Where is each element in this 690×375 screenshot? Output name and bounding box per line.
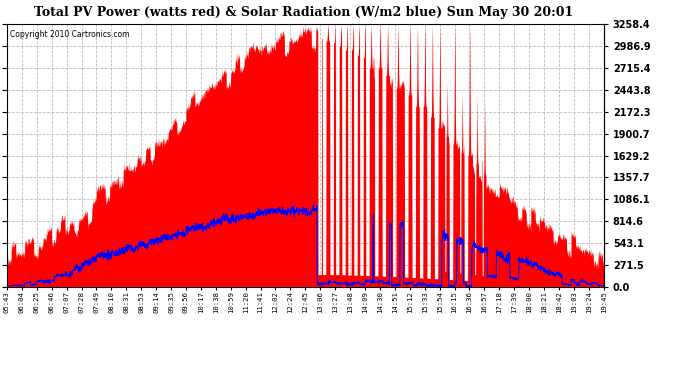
- Text: Total PV Power (watts red) & Solar Radiation (W/m2 blue) Sun May 30 20:01: Total PV Power (watts red) & Solar Radia…: [34, 6, 573, 19]
- Text: Copyright 2010 Cartronics.com: Copyright 2010 Cartronics.com: [10, 30, 130, 39]
